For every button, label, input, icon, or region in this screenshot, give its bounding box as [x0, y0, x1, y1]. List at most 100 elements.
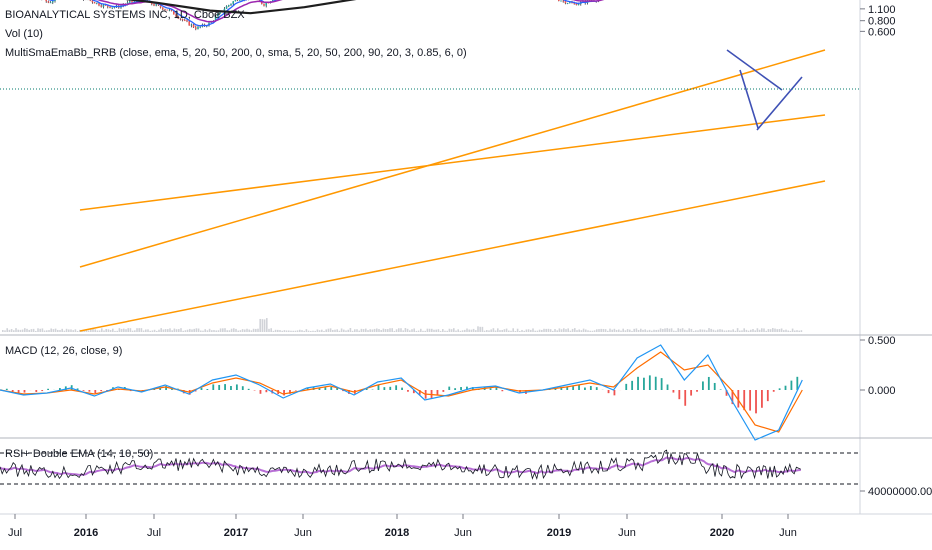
volume-bar: [303, 330, 305, 332]
candle-body: [272, 0, 274, 2]
macd-histogram-bar: [76, 388, 79, 390]
macd-histogram-bar: [690, 390, 693, 396]
volume-bar: [178, 329, 180, 332]
macd-line: [0, 344, 803, 441]
volume-bar: [657, 329, 660, 332]
macd-histogram-bar: [436, 390, 439, 396]
volume-bar: [426, 328, 429, 332]
volume-bar: [263, 319, 266, 332]
candle-body: [126, 2, 129, 5]
candle-body: [91, 0, 94, 3]
volume-bar: [369, 329, 371, 332]
volume-bar: [774, 328, 776, 332]
volume-bar: [8, 329, 11, 332]
volume-label[interactable]: Vol (10): [5, 28, 43, 40]
volume-bar: [90, 328, 92, 332]
volume-bar: [272, 330, 275, 332]
volume-bar: [103, 330, 105, 332]
macd-tick-label: 0.500: [868, 335, 896, 347]
macd-histogram-bar: [725, 390, 728, 396]
volume-bar: [508, 330, 510, 332]
volume-bar: [239, 330, 242, 332]
volume-bar: [710, 328, 712, 332]
volume-bar: [501, 329, 503, 332]
macd-histogram-bar: [554, 388, 557, 390]
volume-bar: [523, 330, 525, 332]
macd-histogram-bar: [719, 389, 722, 390]
volume-bar: [123, 328, 125, 332]
volume-bar: [109, 330, 112, 332]
indicator-label[interactable]: MultiSmaEmaBb_RRB (close, ema, 5, 20, 50…: [5, 47, 467, 59]
candle-body: [577, 3, 580, 6]
volume-bar: [514, 330, 517, 332]
candle-body: [98, 2, 100, 6]
macd-histogram-bar: [684, 390, 687, 406]
macd-plot: [0, 344, 803, 441]
candle-body: [228, 5, 230, 7]
volume-bar: [459, 330, 462, 332]
volume-bar: [270, 328, 272, 332]
volume-bar: [63, 330, 66, 332]
volume-bar: [422, 330, 424, 332]
trend-line[interactable]: [726, 49, 803, 131]
volume-bar: [545, 328, 547, 332]
volume-bar: [380, 330, 382, 332]
candle-body: [199, 26, 201, 28]
volume-bar: [596, 329, 598, 332]
volume-bar: [530, 329, 532, 332]
volume-bar: [13, 330, 15, 332]
volume-bar: [481, 326, 484, 332]
volume-bar: [347, 329, 349, 332]
candle-body: [186, 20, 188, 22]
candle-body: [109, 6, 111, 8]
chart-title[interactable]: BIOANALYTICAL SYSTEMS INC, 1D, Cboe BZX: [5, 9, 245, 21]
rsi-line: [0, 449, 801, 480]
volume-bar: [767, 329, 770, 332]
macd-histogram-bar: [35, 390, 38, 392]
candle-body: [223, 8, 226, 12]
price-axis[interactable]: 10.0007.0005.0002.5001.7001.1000.8000.60…: [860, 0, 932, 498]
volume-bar: [750, 329, 752, 332]
volume-bar: [415, 330, 418, 332]
volume-bar: [96, 330, 99, 332]
macd-histogram-bar: [206, 389, 209, 390]
volume-bar: [68, 329, 70, 332]
macd-histogram-bar: [643, 377, 645, 390]
volume-bar: [202, 330, 204, 332]
candle-body: [558, 0, 560, 1]
volume-bar: [235, 328, 237, 332]
time-axis[interactable]: Jul 2016 Jul 2017 Jun 2018 Jun 2019 Jun 2020 Jun: [8, 514, 797, 539]
volume-bar: [10, 329, 13, 332]
volume-bar: [72, 330, 74, 332]
time-tick-label: 2019: [547, 527, 571, 539]
volume-bar: [37, 328, 39, 332]
volume-bar: [314, 330, 316, 332]
candle-body: [107, 5, 109, 7]
volume-bar: [116, 330, 118, 332]
macd-histogram-bar: [654, 376, 657, 390]
volume-bar: [609, 328, 611, 332]
volume-bar: [756, 328, 759, 332]
volume-bar: [338, 330, 341, 332]
volume-bar: [127, 328, 129, 332]
candle-body: [232, 1, 234, 4]
macd-label[interactable]: MACD (12, 26, close, 9): [5, 345, 122, 357]
volume-bars: [2, 318, 803, 332]
candle-body: [230, 3, 232, 6]
volume-bar: [283, 330, 286, 332]
volume-bar: [76, 330, 79, 332]
macd-histogram-bar: [235, 384, 238, 390]
volume-bar: [567, 328, 569, 332]
macd-histogram-bar: [336, 387, 339, 390]
volume-bar: [615, 329, 618, 332]
macd-histogram-bar: [47, 388, 49, 390]
volume-bar: [719, 329, 721, 332]
volume-bar: [791, 328, 794, 332]
chart-frame: [0, 0, 932, 515]
volume-bar: [525, 329, 528, 332]
price-tick-label: 0.800: [868, 16, 896, 28]
volume-bar: [39, 328, 41, 332]
rsi-label[interactable]: RSI+ Double EMA (14, 10, 50): [5, 448, 153, 460]
macd-histogram-bar: [578, 384, 580, 390]
